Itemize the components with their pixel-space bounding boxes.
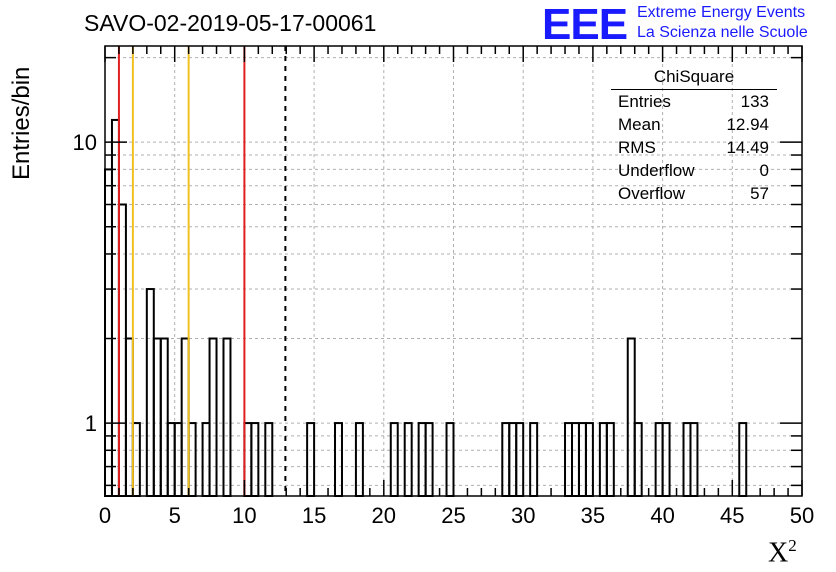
histogram-bin [117,203,127,497]
x-tick-label: 50 [790,503,814,528]
histogram-bin [145,288,155,497]
histogram-bin [222,337,232,497]
eee-logo: EEE [542,0,628,49]
x-tick-label: 25 [441,503,465,528]
x-tick-label: 10 [232,503,256,528]
x-tick-label: 0 [99,503,111,528]
stats-title: ChiSquare [611,65,777,90]
histogram-bin [208,337,218,497]
x-axis-label: X2 [768,536,797,569]
stats-row-mean: Mean 12.94 [618,115,769,134]
stats-box: ChiSquare Entries 133 Mean 12.94 RMS 14.49 … [611,65,777,205]
logo-line-2: La Scienza nelle Scuole [637,24,808,41]
chart-title: SAVO-02-2019-05-17-00061 [84,10,377,36]
stats-row-overflow: Overflow 57 [618,184,769,203]
stats-row-rms: RMS 14.49 [618,138,769,157]
stats-row-underflow: Underflow 0 [618,161,769,180]
stats-row-entries: Entries 133 [618,92,769,111]
x-tick-label: 20 [372,503,396,528]
y-tick-label: 10 [73,130,97,155]
histogram-bin [124,337,134,497]
y-tick-label: 1 [85,411,97,436]
x-tick-label: 45 [720,503,744,528]
x-tick-label: 40 [650,503,674,528]
x-tick-label: 15 [302,503,326,528]
x-tick-label: 35 [581,503,605,528]
y-axis-label: Entries/bin [8,66,35,180]
histogram-bin [110,118,120,497]
histogram-bin [626,337,636,497]
x-tick-label: 5 [169,503,181,528]
x-tick-label: 30 [511,503,535,528]
histogram-bin [159,337,169,497]
histogram-bin [180,337,190,497]
histogram-bin [152,337,162,497]
logo-line-1: Extreme Energy Events [637,4,806,21]
histogram-bin [104,168,113,497]
